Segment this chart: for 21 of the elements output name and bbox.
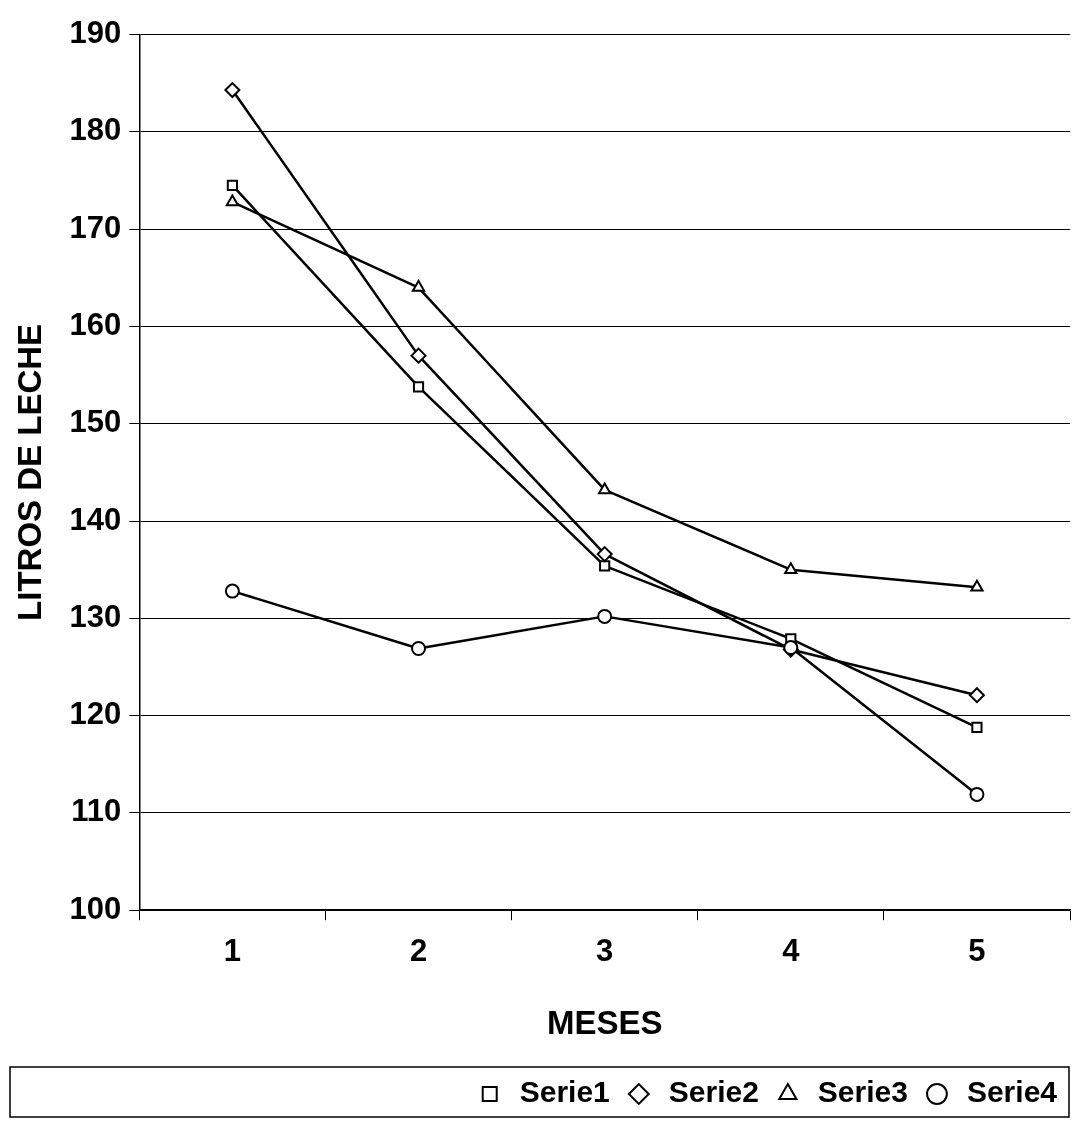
y-tick-label: 100 <box>69 890 122 926</box>
x-tick-label: 2 <box>409 933 428 969</box>
y-tick-label: 150 <box>69 404 122 440</box>
legend-label: Serie4 <box>966 1075 1058 1109</box>
x-tick-label: 1 <box>223 933 242 969</box>
x-axis-title: MESES <box>546 1004 663 1042</box>
legend-label: Serie3 <box>817 1075 908 1109</box>
y-tick-label: 180 <box>69 112 122 148</box>
x-tick-label: 5 <box>968 933 986 969</box>
x-tick-label: 3 <box>596 933 614 969</box>
y-tick-label: 190 <box>69 15 122 51</box>
y-tick-label: 110 <box>71 793 122 829</box>
y-tick-label: 170 <box>69 209 122 245</box>
y-tick-label: 120 <box>69 696 122 732</box>
legend-label: Serie2 <box>668 1075 759 1109</box>
y-tick-label: 130 <box>69 598 122 634</box>
x-tick-label: 4 <box>782 933 801 969</box>
y-tick-label: 140 <box>69 501 122 537</box>
legend-label: Serie1 <box>519 1075 610 1109</box>
y-tick-label: 160 <box>69 307 122 343</box>
y-axis-title: LITROS DE LECHE <box>10 323 48 621</box>
